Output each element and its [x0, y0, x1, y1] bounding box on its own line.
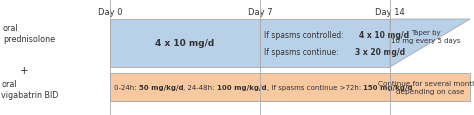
Text: , 24-48h:: , 24-48h: [183, 84, 217, 90]
Text: 4 x 10 mg/d: 4 x 10 mg/d [155, 39, 215, 48]
Text: oral
vigabatrin BID: oral vigabatrin BID [1, 79, 58, 100]
Text: oral
prednisolone: oral prednisolone [3, 23, 55, 44]
Text: 0-24h:: 0-24h: [114, 84, 139, 90]
Text: 100 mg/kg/d: 100 mg/kg/d [217, 84, 267, 90]
Text: Continue for several months,
depending on case: Continue for several months, depending o… [378, 80, 474, 94]
Bar [260, 20, 390, 67]
Text: +: + [20, 65, 28, 75]
Text: If spasms controlled:: If spasms controlled: [264, 31, 346, 40]
Text: If spasms continue:: If spasms continue: [264, 48, 346, 57]
Text: Day 14: Day 14 [375, 8, 405, 17]
Bar [110, 73, 390, 101]
Bar [390, 73, 470, 101]
Bar [110, 20, 260, 67]
Text: , If spasms continue >72h:: , If spasms continue >72h: [267, 84, 364, 90]
Text: Day 0: Day 0 [98, 8, 122, 17]
Text: 3 x 20 mg/d: 3 x 20 mg/d [355, 48, 405, 57]
Text: 50 mg/kg/d: 50 mg/kg/d [139, 84, 183, 90]
Text: 150 mg/kg/d: 150 mg/kg/d [364, 84, 413, 90]
Text: Day 7: Day 7 [248, 8, 272, 17]
Text: Taper by
10 mg every 5 days: Taper by 10 mg every 5 days [391, 30, 461, 43]
Polygon shape [390, 20, 470, 67]
Text: 4 x 10 mg/d: 4 x 10 mg/d [359, 31, 409, 40]
